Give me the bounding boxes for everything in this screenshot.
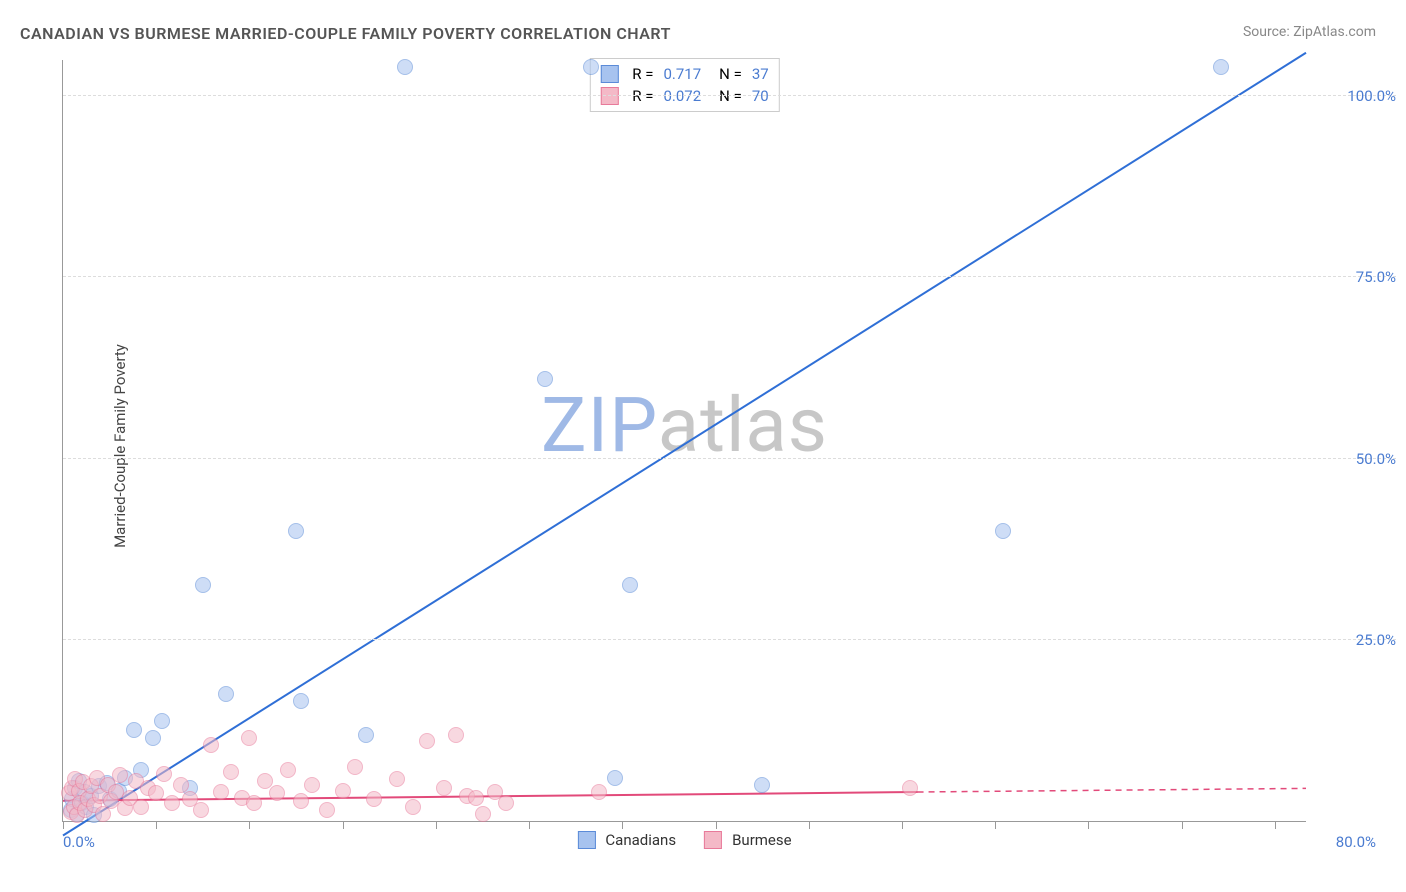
x-tick (1182, 821, 1183, 829)
data-point (448, 727, 464, 743)
data-point (397, 59, 413, 75)
data-point (498, 795, 514, 811)
data-point (218, 686, 234, 702)
x-tick (1275, 821, 1276, 829)
y-tick-label: 75.0% (1316, 268, 1396, 286)
data-point (154, 713, 170, 729)
data-point (148, 785, 164, 801)
x-tick (622, 821, 623, 829)
n-label-0: N = (719, 65, 742, 83)
data-point (126, 722, 142, 738)
data-point (319, 802, 335, 818)
x-tick (902, 821, 903, 829)
y-tick-label: 50.0% (1316, 450, 1396, 468)
data-point (436, 780, 452, 796)
plot-area: ZIPatlas R = 0.717 N = 37 R = 0.072 N = … (62, 60, 1306, 822)
x-tick (343, 821, 344, 829)
x-tick (436, 821, 437, 829)
data-point (366, 791, 382, 807)
data-point (213, 784, 229, 800)
data-point (164, 795, 180, 811)
gridline-h (63, 276, 1396, 277)
gridline-h (63, 458, 1396, 459)
data-point (1213, 59, 1229, 75)
data-point (358, 727, 374, 743)
data-point (902, 780, 918, 796)
data-point (293, 793, 309, 809)
data-point (246, 795, 262, 811)
data-point (280, 762, 296, 778)
data-point (112, 767, 128, 783)
data-point (607, 770, 623, 786)
source-name: ZipAtlas.com (1293, 24, 1376, 40)
x-tick (809, 821, 810, 829)
data-point (304, 777, 320, 793)
y-tick-label: 100.0% (1316, 87, 1396, 105)
data-point (193, 802, 209, 818)
data-point (405, 799, 421, 815)
legend-label-canadians: Canadians (605, 831, 676, 849)
x-tick (716, 821, 717, 829)
data-point (173, 777, 189, 793)
data-point (622, 577, 638, 593)
x-tick (156, 821, 157, 829)
data-point (195, 577, 211, 593)
source-attribution: Source: ZipAtlas.com (1243, 24, 1376, 40)
legend-swatch-canadians (577, 831, 595, 849)
data-point (223, 764, 239, 780)
correlation-legend: R = 0.717 N = 37 R = 0.072 N = 70 (589, 58, 779, 112)
r-label-0: R = (632, 65, 653, 83)
gridline-h (63, 95, 1396, 96)
x-tick (63, 821, 64, 829)
x-tick (1088, 821, 1089, 829)
n-value-0: 37 (752, 65, 769, 83)
data-point (995, 523, 1011, 539)
data-point (591, 784, 607, 800)
data-point (145, 730, 161, 746)
data-point (347, 759, 363, 775)
swatch-canadians (600, 65, 618, 83)
data-point (468, 790, 484, 806)
data-point (389, 771, 405, 787)
gridline-h (63, 639, 1396, 640)
data-point (257, 773, 273, 789)
series-legend: Canadians Burmese (577, 831, 791, 849)
r-value-0: 0.717 (663, 65, 701, 83)
x-tick (529, 821, 530, 829)
y-tick-label: 25.0% (1316, 631, 1396, 649)
legend-label-burmese: Burmese (732, 831, 792, 849)
legend-item-canadians: Canadians (577, 831, 676, 849)
source-prefix: Source: (1243, 24, 1293, 40)
data-point (133, 799, 149, 815)
data-point (241, 730, 257, 746)
data-point (335, 783, 351, 799)
data-point (537, 371, 553, 387)
trend-line (918, 788, 1306, 792)
data-point (754, 777, 770, 793)
x-axis-max-label: 80.0% (1336, 833, 1376, 851)
data-point (288, 523, 304, 539)
legend-swatch-burmese (704, 831, 722, 849)
trend-line (63, 53, 1306, 836)
data-point (203, 737, 219, 753)
legend-item-burmese: Burmese (704, 831, 792, 849)
data-point (475, 806, 491, 822)
correlation-row-canadians: R = 0.717 N = 37 (600, 63, 768, 85)
data-point (293, 693, 309, 709)
data-point (156, 766, 172, 782)
x-axis-origin-label: 0.0% (63, 833, 95, 851)
data-point (583, 59, 599, 75)
chart-title: CANADIAN VS BURMESE MARRIED-COUPLE FAMIL… (20, 24, 671, 43)
trend-lines-svg (63, 60, 1306, 821)
x-tick (249, 821, 250, 829)
data-point (419, 733, 435, 749)
data-point (269, 785, 285, 801)
x-tick (995, 821, 996, 829)
chart-container: CANADIAN VS BURMESE MARRIED-COUPLE FAMIL… (0, 0, 1406, 892)
